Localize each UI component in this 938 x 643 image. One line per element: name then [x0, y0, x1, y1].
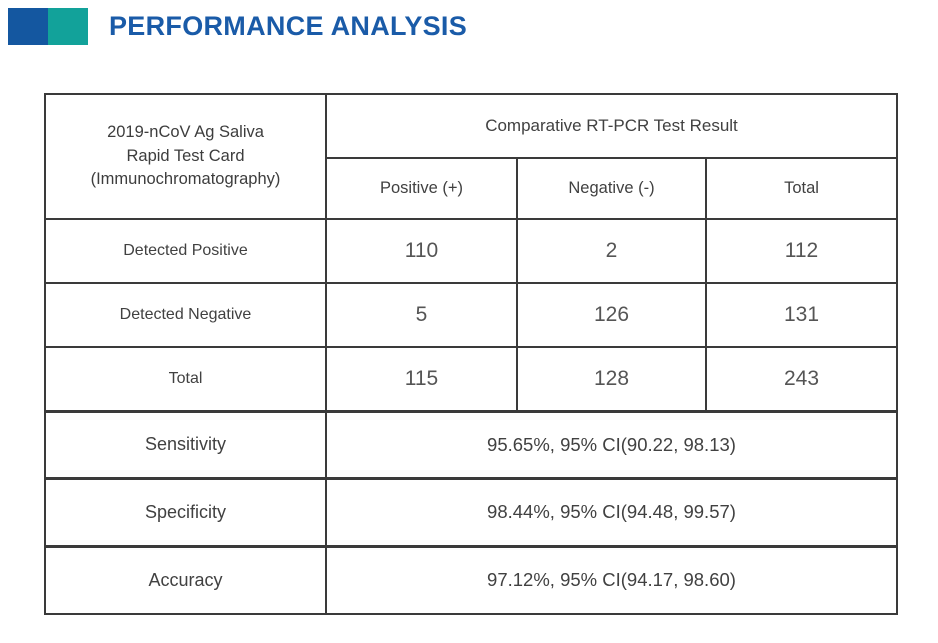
cell-total-pcr-negative: 128 — [516, 346, 707, 412]
cell-detected-negative-total: 131 — [705, 282, 898, 348]
table-row-sensitivity: Sensitivity 95.65%, 95% CI(90.22, 98.13) — [44, 409, 898, 479]
logo-square-blue-icon — [8, 8, 48, 45]
cell-detected-positive-pcr-positive: 110 — [325, 218, 518, 284]
corner-header-line-3: (Immunochromatography) — [90, 170, 281, 189]
stat-value-specificity: 98.44%, 95% CI(94.48, 99.57) — [325, 476, 898, 547]
corner-header-cell: 2019-nCoV Ag Saliva Rapid Test Card (Imm… — [44, 93, 327, 220]
table-row-accuracy: Accuracy 97.12%, 95% CI(94.17, 98.60) — [44, 544, 898, 615]
stat-label-sensitivity: Sensitivity — [44, 409, 327, 479]
cell-detected-positive-pcr-negative: 2 — [516, 218, 707, 284]
stat-value-accuracy: 97.12%, 95% CI(94.17, 98.60) — [325, 544, 898, 615]
stat-label-specificity: Specificity — [44, 476, 327, 547]
cell-total-pcr-positive: 115 — [325, 346, 518, 412]
table-row-detected-negative: Detected Negative 5 126 131 — [44, 282, 898, 348]
cell-detected-negative-pcr-positive: 5 — [325, 282, 518, 348]
page-header: PERFORMANCE ANALYSIS — [0, 0, 938, 45]
col-header-total: Total — [705, 157, 898, 220]
corner-header-line-2: Rapid Test Card — [126, 146, 245, 165]
row-label-detected-positive: Detected Positive — [44, 218, 327, 284]
logo-square-teal-icon — [48, 8, 88, 45]
page-title: PERFORMANCE ANALYSIS — [109, 11, 468, 41]
table-row-specificity: Specificity 98.44%, 95% CI(94.48, 99.57) — [44, 476, 898, 547]
stat-value-sensitivity: 95.65%, 95% CI(90.22, 98.13) — [325, 409, 898, 479]
row-label-detected-negative: Detected Negative — [44, 282, 327, 348]
table-row-total: Total 115 128 243 — [44, 346, 898, 412]
span-header-cell: Comparative RT-PCR Test Result — [325, 93, 898, 159]
corner-header-line-1: 2019-nCoV Ag Saliva — [107, 122, 264, 141]
col-header-negative: Negative (-) — [516, 157, 707, 220]
table-row-detected-positive: Detected Positive 110 2 112 — [44, 218, 898, 284]
col-header-positive: Positive (+) — [325, 157, 518, 220]
cell-detected-positive-total: 112 — [705, 218, 898, 284]
performance-table: 2019-nCoV Ag Saliva Rapid Test Card (Imm… — [44, 93, 898, 615]
cell-total-total: 243 — [705, 346, 898, 412]
row-label-total: Total — [44, 346, 327, 412]
cell-detected-negative-pcr-negative: 126 — [516, 282, 707, 348]
stat-label-accuracy: Accuracy — [44, 544, 327, 615]
header-row-1: 2019-nCoV Ag Saliva Rapid Test Card (Imm… — [44, 93, 898, 220]
header-row-2: Positive (+) Negative (-) Total — [45, 157, 898, 220]
